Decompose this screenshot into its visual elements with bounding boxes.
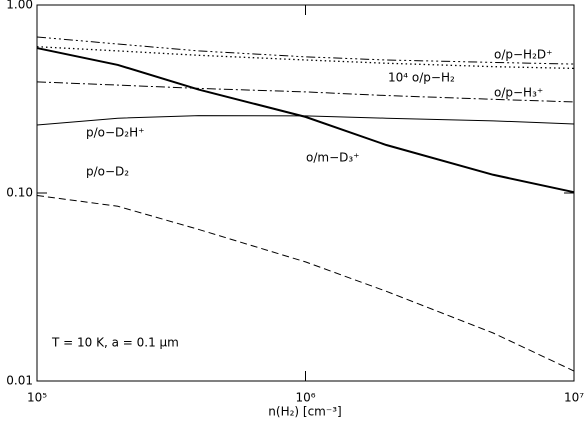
series-label: p/o−D₂H⁺ bbox=[86, 126, 144, 140]
series-label: o/p−H₃⁺ bbox=[494, 86, 543, 100]
x-tick-label: 10⁶ bbox=[295, 391, 315, 405]
x-axis-label: n(H₂) [cm⁻³] bbox=[268, 405, 341, 419]
x-tick-label: 10⁷ bbox=[564, 391, 584, 405]
annotation: T = 10 K, a = 0.1 μm bbox=[51, 336, 179, 350]
series-label: o/m−D₃⁺ bbox=[306, 151, 360, 165]
y-tick-label: 0.10 bbox=[6, 186, 33, 200]
x-tick-label: 10⁵ bbox=[27, 391, 47, 405]
y-tick-label: 1.00 bbox=[6, 0, 33, 12]
series-label: o/p−H₂D⁺ bbox=[494, 48, 552, 62]
y-tick-label: 0.01 bbox=[6, 374, 33, 388]
series-label: p/o−D₂ bbox=[86, 165, 129, 179]
series-label: 10⁴ o/p−H₂ bbox=[388, 71, 455, 85]
series-line bbox=[36, 194, 575, 372]
series-line bbox=[36, 36, 575, 65]
series-line bbox=[36, 81, 575, 103]
series-line bbox=[36, 47, 575, 194]
